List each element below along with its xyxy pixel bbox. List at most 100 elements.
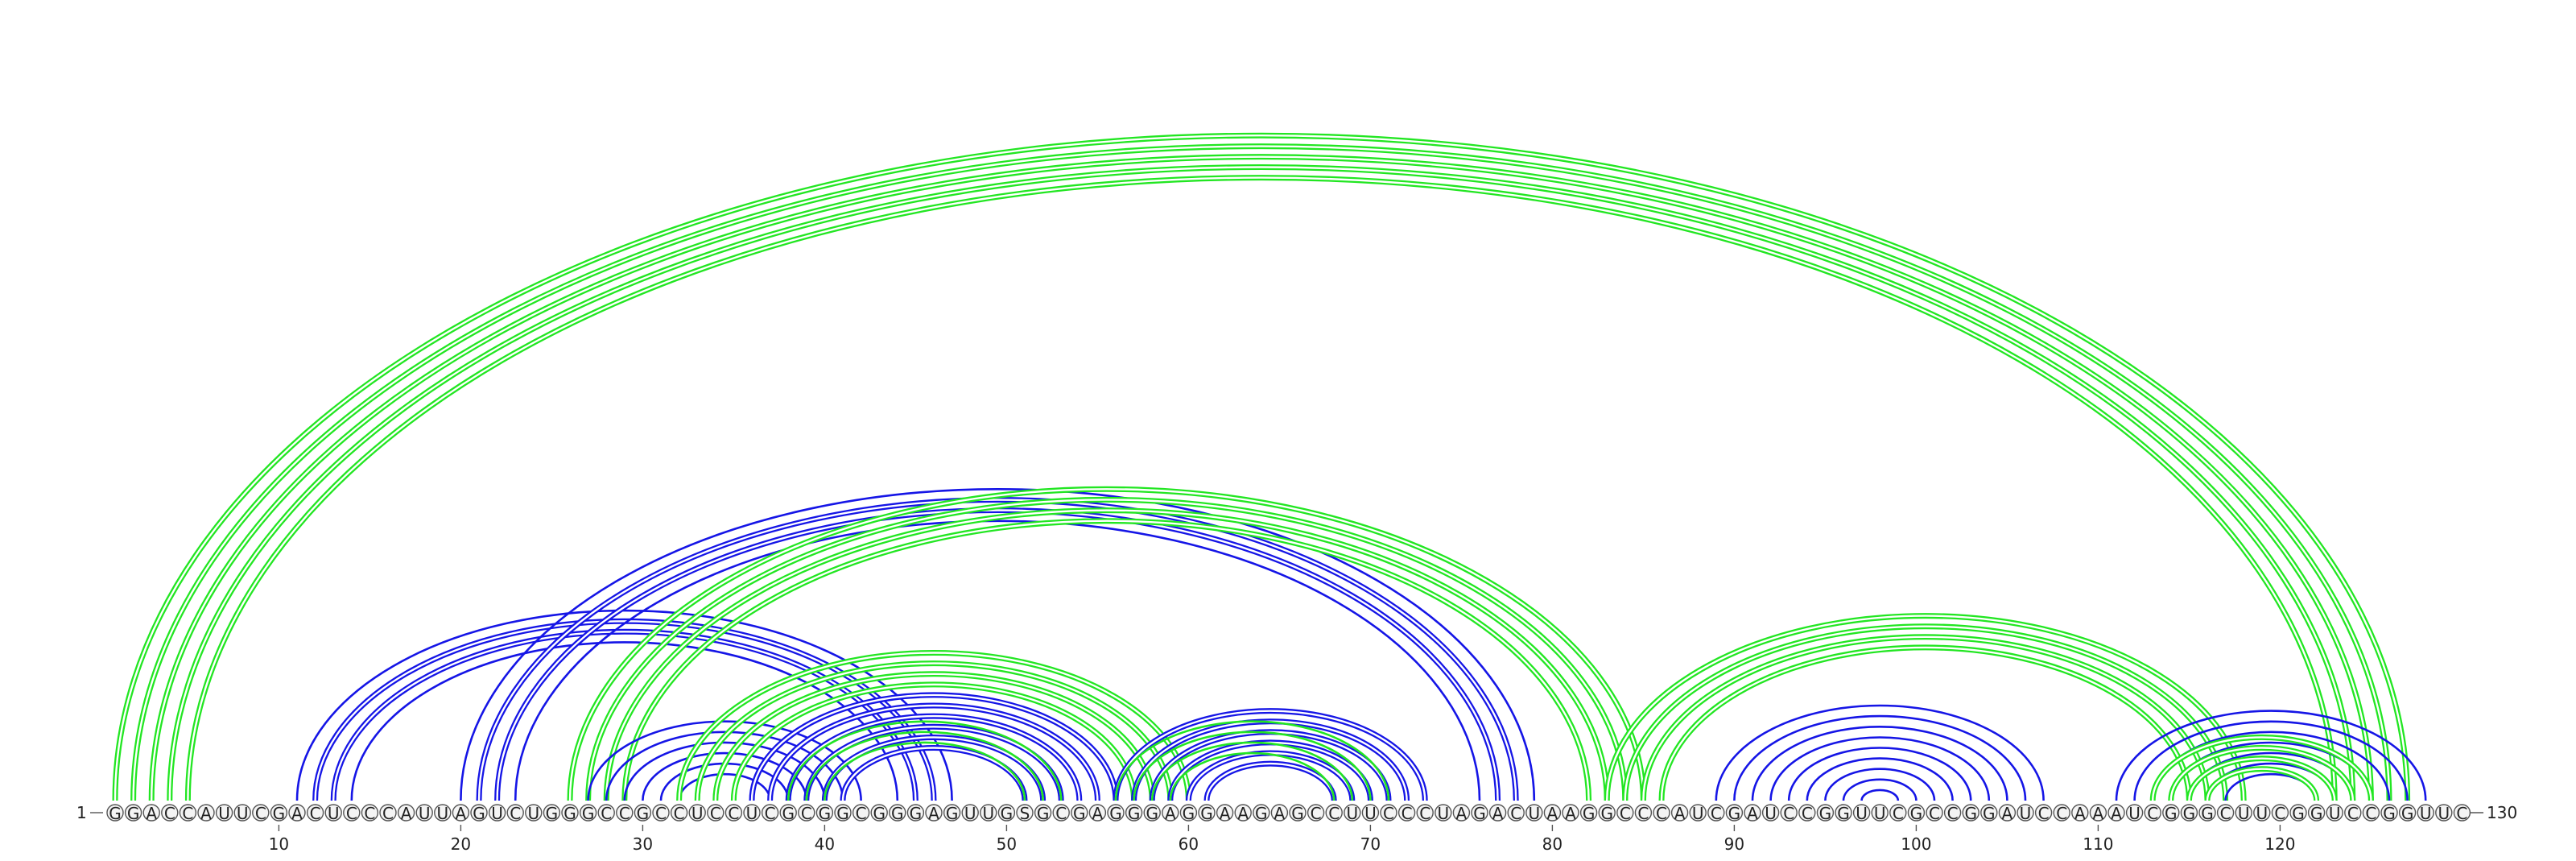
nucleotide: A: [1998, 804, 2017, 823]
nucleotide-letter: U: [746, 804, 758, 823]
nucleotide-letter: U: [237, 804, 249, 823]
nucleotide: U: [1689, 804, 1707, 823]
nucleotide: U: [1435, 804, 1452, 823]
base-pair-arc-gap: [1205, 762, 1335, 801]
nucleotide: G: [834, 804, 852, 823]
nucleotide-letter: G: [1964, 804, 1977, 823]
base-pair-arc-gap: [769, 704, 1099, 801]
nucleotide-circle: [1980, 804, 1998, 822]
nucleotide-circle: [2216, 804, 2235, 822]
base-pair-arc: [184, 175, 2338, 801]
nucleotide: C: [2453, 804, 2471, 823]
nucleotide-circle: [1889, 804, 1907, 822]
nucleotide-letter: C: [765, 804, 776, 823]
nucleotide: C: [1507, 804, 1525, 823]
nucleotide-circle: [161, 804, 179, 822]
nucleotide-letter: C: [510, 804, 521, 823]
nucleotide: C: [2216, 804, 2235, 823]
nucleotide-circle: [1998, 804, 2017, 822]
nucleotide-letter: U: [982, 804, 994, 823]
position-tick-label: 50: [997, 834, 1017, 854]
nucleotide: C: [1307, 804, 1325, 823]
nucleotide: A: [1488, 804, 1507, 823]
nucleotide-letter: U: [1364, 804, 1377, 823]
nucleotide-circle: [543, 804, 561, 822]
position-tick-label: 110: [2083, 834, 2113, 854]
nucleotide-letter: A: [1747, 804, 1758, 823]
nucleotide-letter: C: [182, 804, 193, 823]
nucleotide: C: [724, 804, 743, 823]
nucleotide-circle: [1361, 804, 1380, 822]
nucleotide: G: [889, 804, 906, 823]
nucleotide-letter: U: [1346, 804, 1358, 823]
position-tick-label: 80: [1542, 834, 1563, 854]
nucleotide-letter: A: [1547, 804, 1558, 823]
nucleotide-circle: [688, 804, 706, 822]
nucleotide: G: [1289, 804, 1307, 823]
nucleotide-circle: [142, 804, 160, 822]
nucleotide-letter: C: [1620, 804, 1631, 823]
nucleotide-circle: [397, 804, 415, 822]
nucleotide: U: [2125, 804, 2144, 823]
nucleotide-circle: [1452, 804, 1471, 822]
base-pair-arc: [1842, 778, 1918, 801]
nucleotide: C: [1780, 804, 1798, 823]
nucleotide-circle: [1543, 804, 1562, 822]
nucleotide: G: [1143, 804, 1161, 823]
nucleotide: C: [179, 804, 197, 823]
nucleotide: C: [670, 804, 688, 823]
base-pair-arc: [1604, 613, 2247, 801]
nucleotide-letter: G: [1146, 804, 1158, 823]
base-pair-arc-gap: [168, 166, 2354, 801]
nucleotide-letter: A: [1237, 804, 1249, 823]
base-pair-arc: [1769, 736, 1991, 801]
position-tick-label: 120: [2264, 834, 2295, 854]
base-pair-arc-gap: [714, 673, 1154, 801]
nucleotide-circle: [2089, 804, 2107, 822]
nucleotide-letter: C: [1711, 804, 1722, 823]
nucleotide-letter: G: [836, 804, 849, 823]
nucleotide-letter: C: [1929, 804, 1940, 823]
nucleotide-letter: U: [964, 804, 976, 823]
nucleotide-letter: C: [2456, 804, 2467, 823]
nucleotide-circle: [1198, 804, 1216, 822]
nucleotide-letter: G: [1200, 804, 1213, 823]
nucleotide-circle: [724, 804, 743, 822]
nucleotide: A: [288, 804, 306, 823]
nucleotide-letter: U: [2128, 804, 2140, 823]
nucleotide-letter: U: [2238, 804, 2250, 823]
nucleotide-letter: G: [2165, 804, 2178, 823]
nucleotide: G: [2289, 804, 2307, 823]
nucleotide-letter: G: [473, 804, 485, 823]
nucleotide-letter: U: [1856, 804, 1868, 823]
base-pair-arc: [1185, 750, 1356, 801]
nucleotide-circle: [1270, 804, 1289, 822]
base-pair-arc-gap: [678, 652, 1190, 801]
nucleotide-circle: [324, 804, 342, 822]
nucleotide: C: [1707, 804, 1725, 823]
nucleotide-letter: U: [1692, 804, 1704, 823]
nucleotide: U: [2326, 804, 2343, 823]
nucleotide: G: [1107, 804, 1125, 823]
nucleotide-letter: U: [1765, 804, 1777, 823]
base-pair-arc: [1787, 747, 1972, 801]
nucleotide-circle: [179, 804, 197, 822]
nucleotide-circle: [561, 804, 579, 822]
nucleotide-circle: [2053, 804, 2070, 822]
nucleotide-circle: [1071, 804, 1088, 822]
base-pair-arc: [2133, 720, 2409, 801]
nucleotide: A: [1452, 804, 1471, 823]
nucleotide: U: [415, 804, 433, 823]
nucleotide: A: [2089, 804, 2107, 823]
nucleotide-circle: [215, 804, 233, 822]
nucleotide-letter: G: [1291, 804, 1304, 823]
nucleotide: C: [2053, 804, 2070, 823]
nucleotide-circle: [2162, 804, 2180, 822]
nucleotide: C: [161, 804, 179, 823]
nucleotide-circle: [434, 804, 452, 822]
base-pair-arc-gap: [1114, 710, 1426, 801]
base-pair-arc: [514, 519, 1481, 801]
